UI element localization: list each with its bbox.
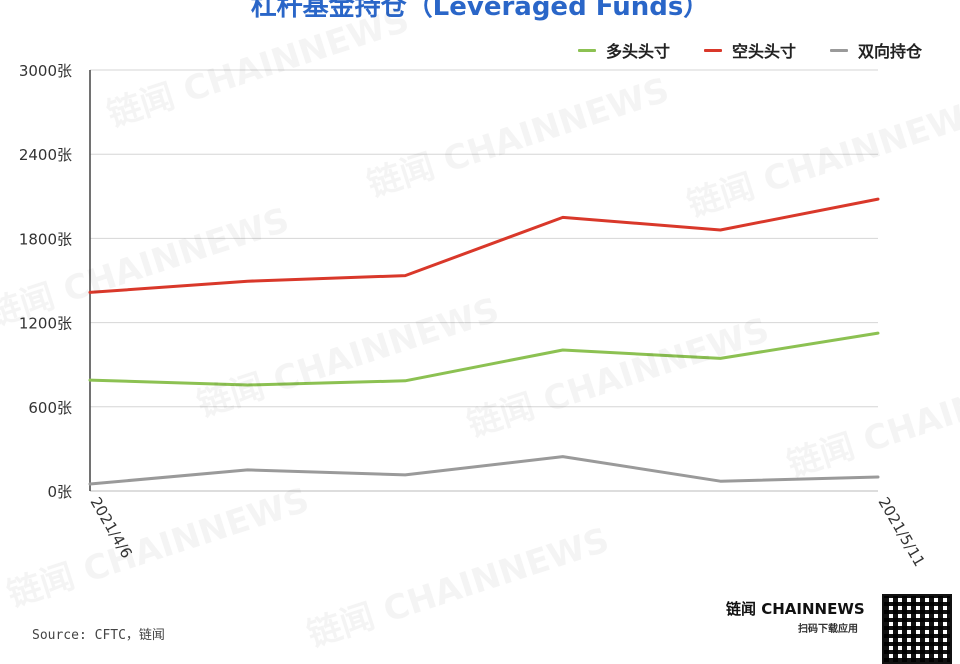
y-tick-labels: 0张 600张 1200张 1800张 2400张 3000张 bbox=[19, 62, 72, 501]
legend-swatch-spread bbox=[829, 48, 848, 52]
legend-item-short: 空头头寸 bbox=[703, 38, 796, 62]
chart-legend: 多头头寸 空头头寸 双向持仓 bbox=[577, 38, 922, 62]
legend-swatch-long bbox=[577, 48, 596, 52]
brand-subtext: 扫码下载应用 bbox=[798, 624, 858, 635]
legend-label-long: 多头头寸 bbox=[605, 42, 670, 61]
chart-title: 杠杆基金持仓（Leveraged Funds） bbox=[250, 0, 710, 22]
y-tick-label: 3000张 bbox=[19, 62, 72, 80]
x-tick-labels: 2021/4/6 2021/5/11 bbox=[87, 494, 929, 570]
legend-item-long: 多头头寸 bbox=[577, 38, 670, 62]
y-tick-label: 0张 bbox=[47, 483, 72, 501]
series-line-1 bbox=[88, 197, 880, 294]
series-line-0 bbox=[88, 331, 880, 387]
y-tick-label: 600张 bbox=[28, 399, 72, 417]
x-tick-label: 2021/4/6 bbox=[87, 494, 136, 561]
series-lines bbox=[88, 197, 880, 486]
legend-label-short: 空头头寸 bbox=[731, 42, 796, 61]
legend-item-spread: 双向持仓 bbox=[829, 38, 922, 62]
y-tick-label: 1800张 bbox=[19, 230, 72, 248]
legend-label-spread: 双向持仓 bbox=[857, 42, 922, 61]
legend-swatch-short bbox=[703, 48, 722, 52]
y-tick-label: 2400张 bbox=[19, 146, 72, 164]
series-line-2 bbox=[88, 455, 880, 486]
y-tick-label: 1200张 bbox=[19, 315, 72, 333]
x-tick-label: 2021/5/11 bbox=[875, 494, 929, 570]
grid-lines bbox=[89, 69, 878, 492]
brand-logo-text: 链闻 CHAINNEWS bbox=[726, 600, 865, 618]
qr-code-icon bbox=[882, 594, 952, 664]
